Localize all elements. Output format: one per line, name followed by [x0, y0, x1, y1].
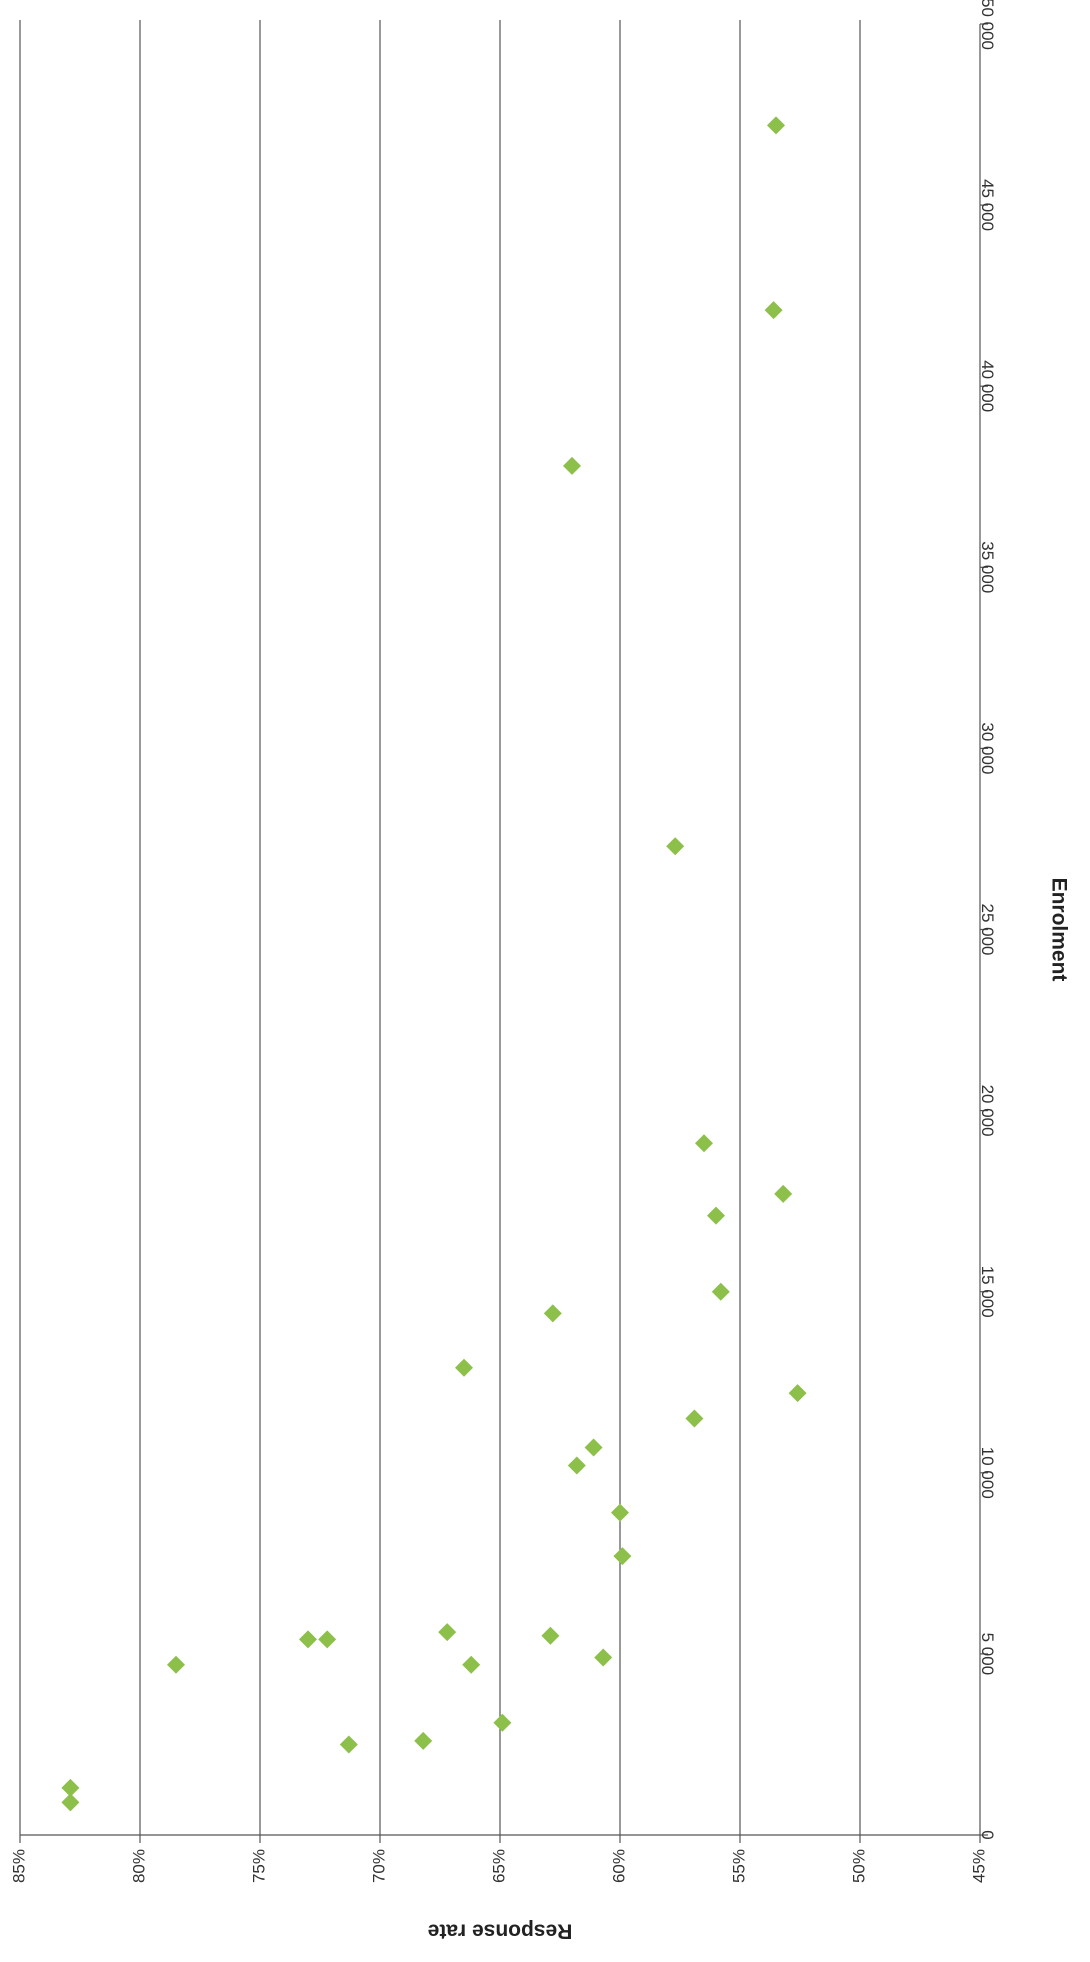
- data-point: [788, 1384, 807, 1403]
- y-tick-labels: 45% 50% 55% 60% 65% 70% 75% 80% 85%: [9, 1849, 988, 1883]
- data-point: [438, 1623, 457, 1642]
- data-point: [61, 1778, 80, 1797]
- data-point: [584, 1438, 603, 1457]
- y-axis-title: Response rate: [428, 1919, 573, 1942]
- axes: [19, 23, 988, 1843]
- y-tick-label: 80%: [129, 1849, 148, 1883]
- y-tick-label: 55%: [729, 1849, 748, 1883]
- y-tick-label: 75%: [249, 1849, 268, 1883]
- data-point: [543, 1304, 562, 1323]
- data-point: [563, 456, 581, 475]
- data-point: [61, 1793, 80, 1812]
- data-point: [414, 1731, 433, 1750]
- y-tick-label: 70%: [369, 1849, 388, 1883]
- data-point: [774, 1184, 793, 1203]
- data-point: [685, 1409, 704, 1428]
- data-point: [455, 1358, 473, 1377]
- data-point: [318, 1630, 337, 1649]
- data-point: [613, 1547, 632, 1566]
- y-tick-label: 85%: [9, 1849, 28, 1883]
- data-point: [764, 301, 783, 320]
- x-tick-label: 10 000: [978, 1447, 997, 1499]
- y-tick-label: 60%: [609, 1849, 628, 1883]
- data-point: [462, 1655, 481, 1674]
- data-point: [611, 1503, 629, 1522]
- y-tick-label: 45%: [969, 1849, 988, 1883]
- data-point: [299, 1630, 317, 1649]
- x-tick-label: 35 000: [978, 541, 997, 593]
- data-point: [541, 1626, 560, 1645]
- x-tick-label: 20 000: [978, 1085, 997, 1137]
- data-points: [61, 116, 807, 1812]
- data-point: [695, 1134, 713, 1153]
- x-tick-labels: 0 5 000 10 000 15 000 20 000 25 000 30 000 35 0…: [978, 0, 997, 1840]
- x-tick-label: 0: [978, 1830, 997, 1839]
- y-tick-label: 50%: [849, 1849, 868, 1883]
- x-tick-label: 25 000: [978, 904, 997, 956]
- data-point: [339, 1735, 358, 1754]
- data-point: [711, 1282, 730, 1301]
- data-point: [594, 1648, 613, 1667]
- x-tick-label: 15 000: [978, 1266, 997, 1318]
- x-tick-label: 50 000: [978, 0, 997, 50]
- x-tick-label: 40 000: [978, 360, 997, 412]
- y-tick-label: 65%: [489, 1849, 508, 1883]
- data-point: [707, 1206, 725, 1225]
- data-point: [493, 1713, 512, 1732]
- data-point: [666, 837, 685, 856]
- grid-lines: [19, 20, 861, 1835]
- data-point: [767, 116, 785, 135]
- x-tick-label: 30 000: [978, 722, 997, 774]
- data-point: [567, 1456, 586, 1475]
- x-axis-title: Enrolment: [1047, 878, 1070, 982]
- x-tick-label: 5 000: [978, 1633, 997, 1676]
- data-point: [167, 1655, 185, 1674]
- x-tick-label: 45 000: [978, 179, 997, 231]
